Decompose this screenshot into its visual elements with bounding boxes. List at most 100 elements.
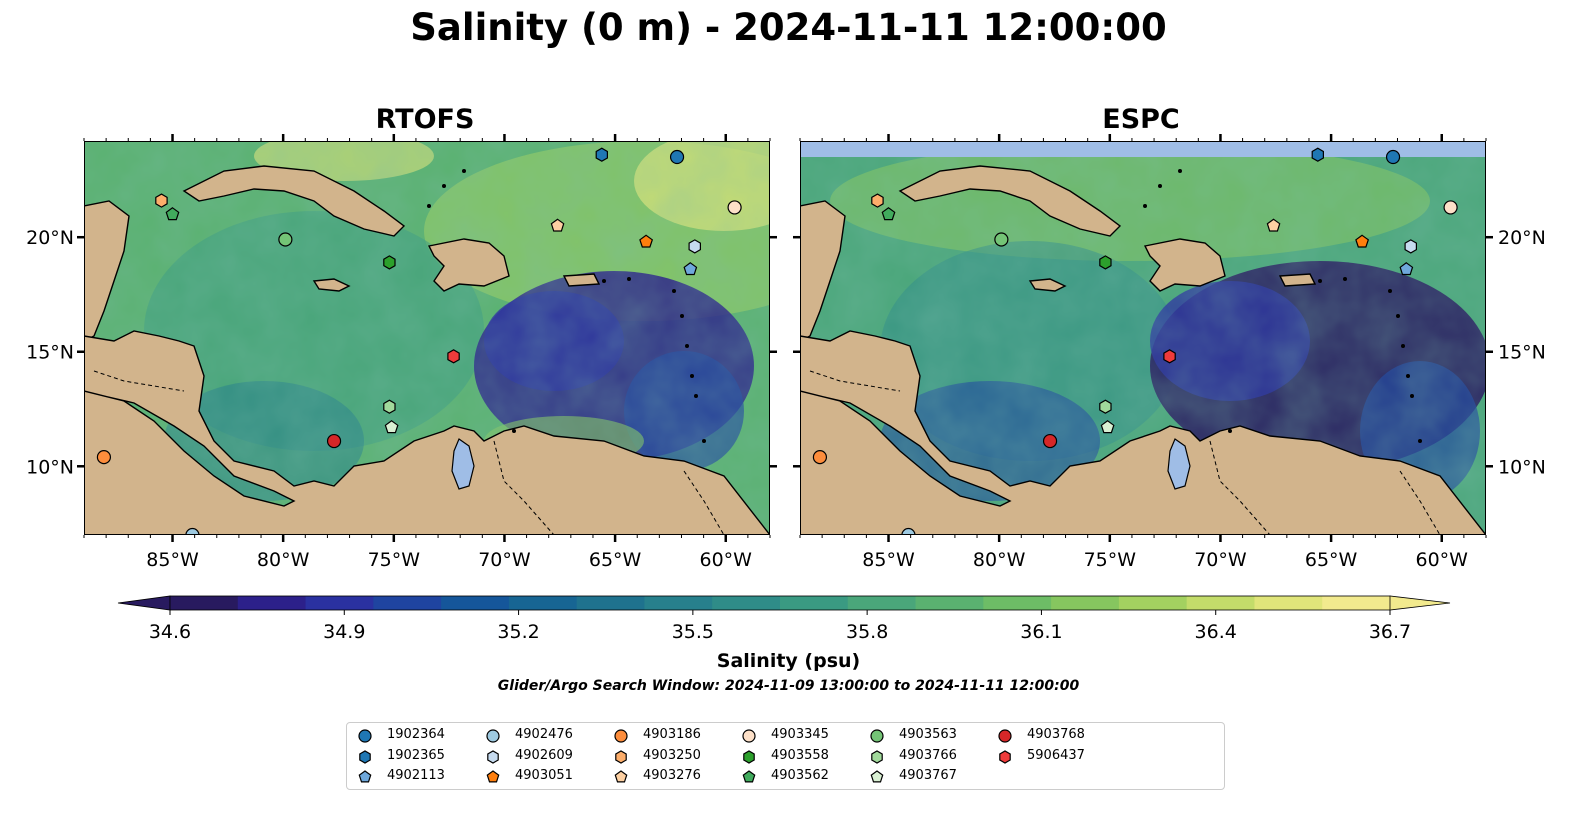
float-marker-4902113[interactable] [1399, 262, 1414, 276]
float-marker-1902364[interactable] [1385, 149, 1401, 165]
legend-marker-icon [615, 749, 627, 764]
legend-marker-icon [998, 729, 1012, 743]
espc-salinity-map[interactable] [800, 141, 1486, 535]
colorbar-segment [780, 596, 849, 610]
colorbar-segment [915, 596, 984, 610]
float-marker-4903558[interactable] [1099, 255, 1112, 270]
map-frame [84, 141, 770, 535]
float-marker-4903563[interactable] [994, 232, 1009, 247]
colorbar-segment [170, 596, 239, 610]
float-marker-4903562[interactable] [881, 207, 896, 221]
legend-label: 5906437 [1027, 747, 1085, 763]
float-marker-4903250[interactable] [155, 193, 168, 208]
float-marker-4903558[interactable] [383, 255, 396, 270]
legend-label: 4902476 [515, 727, 573, 742]
lake-maracaibo [451, 438, 475, 490]
legend-label: 4903345 [771, 727, 829, 742]
colorbar-segment [508, 596, 578, 610]
float-marker-1902365[interactable] [1311, 147, 1325, 162]
float-marker-4903767[interactable] [384, 420, 399, 434]
legend-label: 4902113 [387, 768, 445, 783]
lon-tick-label: 80°W [257, 549, 310, 571]
colorbar-segment [237, 596, 307, 610]
legend-label: 4903562 [771, 768, 829, 783]
country-borders [93, 370, 725, 535]
rtofs-panel-title: RTOFS [375, 104, 475, 135]
colorbar-segment [441, 596, 510, 610]
legend-label: 4903768 [1027, 727, 1085, 742]
legend-marker-icon [742, 770, 756, 783]
legend-label: 4903766 [899, 747, 957, 763]
lon-tick-label: 75°W [368, 549, 421, 571]
legend-marker-icon [487, 749, 499, 764]
colorbar-tick-label: 34.6 [149, 621, 191, 643]
legend-label: 4903250 [643, 747, 701, 763]
float-marker-4902609[interactable] [688, 239, 702, 254]
map-axes: 85°W 80°W 75°W 70°W 65°W 60°W 20°N 15°N 10°N 85°W… [26, 134, 1546, 571]
colorbar-segment [1254, 596, 1323, 610]
legend-marker-icon [359, 749, 371, 764]
rtofs-salinity-map[interactable] [84, 141, 770, 535]
lon-tick-label: 75°W [1084, 549, 1137, 571]
land [84, 165, 770, 535]
colorbar-segment [1186, 596, 1255, 610]
legend-marker-icon [870, 729, 884, 743]
float-marker-4903345[interactable] [727, 200, 742, 215]
float-marker-4903766[interactable] [1099, 399, 1112, 414]
float-marker-4903345[interactable] [1443, 200, 1458, 215]
float-marker-4902609[interactable] [1404, 239, 1418, 254]
colorbar-tick-label: 36.7 [1369, 621, 1411, 643]
float-marker-4902476[interactable] [901, 527, 916, 536]
legend-marker-icon [358, 770, 372, 783]
colorbar-segment [644, 596, 713, 610]
float-marker-4903051[interactable] [639, 234, 654, 248]
lon-tick-label: 70°W [1194, 549, 1247, 571]
colorbar-tick-label: 34.9 [323, 621, 365, 643]
float-marker-1902365[interactable] [595, 147, 609, 162]
legend-label: 1902364 [387, 727, 445, 742]
float-marker-4903051[interactable] [1355, 234, 1370, 248]
float-marker-5906437[interactable] [447, 349, 460, 364]
small-islands [1143, 169, 1422, 443]
colorbar-min-extend [117, 595, 171, 611]
float-marker-4903276[interactable] [550, 218, 565, 232]
legend-label: 4903186 [643, 727, 701, 742]
float-marker-4902113[interactable] [683, 262, 698, 276]
legend-marker-icon [871, 749, 883, 764]
float-marker-4903276[interactable] [1266, 218, 1281, 232]
colorbar-segment [1118, 596, 1188, 610]
float-marker-4903562[interactable] [165, 207, 180, 221]
float-marker-4903768[interactable] [326, 433, 342, 449]
float-markers [96, 147, 742, 536]
float-marker-4903250[interactable] [871, 193, 884, 208]
lat-tick-label: 15°N [26, 342, 74, 364]
float-marker-4903186[interactable] [812, 450, 828, 465]
float-marker-4903768[interactable] [1042, 433, 1058, 449]
colorbar-segment [983, 596, 1052, 610]
lon-tick-label: 65°W [589, 549, 642, 571]
float-legend: 1902364 1902365 4902113 4902476 4902609 49030… [346, 722, 1225, 790]
float-marker-5906437[interactable] [1163, 349, 1176, 364]
float-marker-4903767[interactable] [1100, 420, 1115, 434]
lon-tick-label: 60°W [1416, 549, 1469, 571]
float-marker-4903766[interactable] [383, 399, 396, 414]
country-borders [809, 370, 1441, 535]
legend-marker-icon [743, 749, 755, 764]
float-marker-4903563[interactable] [278, 232, 293, 247]
colorbar-segment [373, 596, 442, 610]
map-frame [800, 141, 1486, 535]
lon-tick-label: 60°W [700, 549, 753, 571]
float-markers [812, 147, 1458, 536]
float-marker-4902476[interactable] [185, 527, 200, 536]
lat-tick-label: 15°N [1498, 342, 1546, 364]
lake-maracaibo [1167, 438, 1191, 490]
legend-marker-icon [870, 770, 884, 783]
lat-tick-label: 20°N [1498, 227, 1546, 249]
float-marker-1902364[interactable] [669, 149, 685, 165]
colorbar-segment [712, 596, 781, 610]
float-marker-4903186[interactable] [96, 450, 112, 465]
legend-marker-icon [742, 729, 756, 743]
small-islands [427, 169, 706, 443]
legend-marker-icon [486, 770, 500, 783]
legend-marker-icon [614, 729, 628, 743]
